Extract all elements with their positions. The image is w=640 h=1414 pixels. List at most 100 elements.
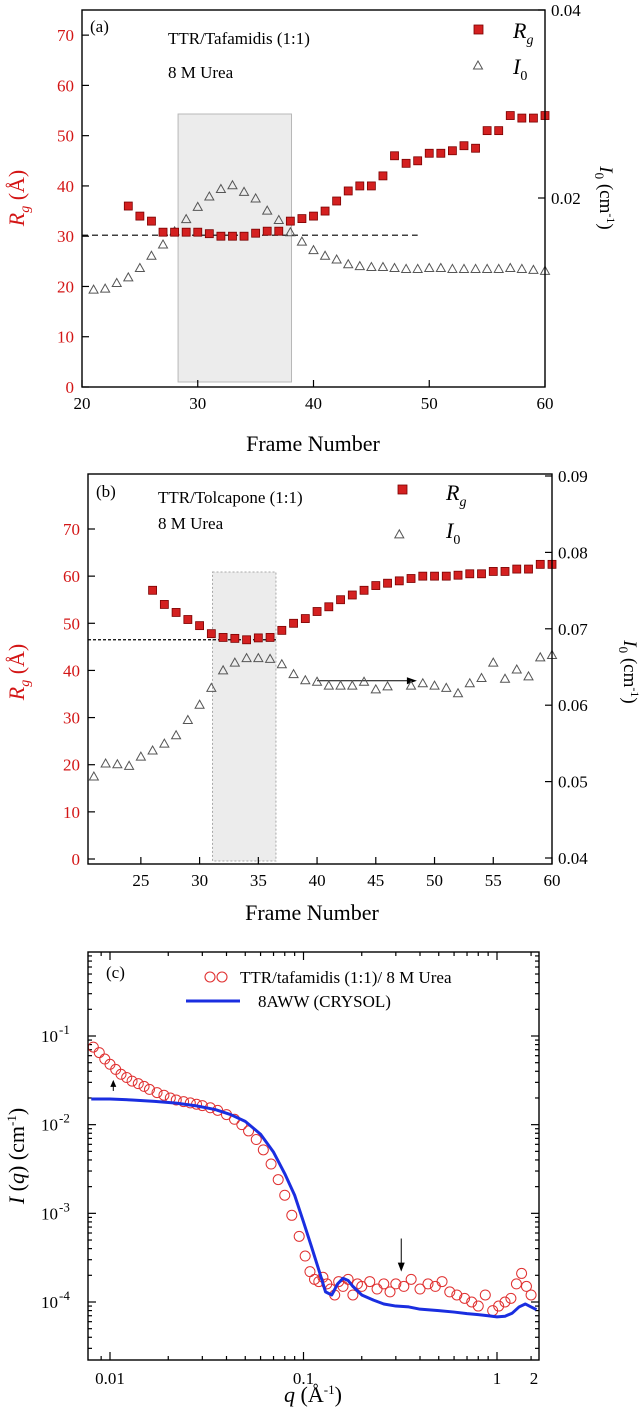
y-tick-label-c: 10 <box>41 1293 58 1312</box>
i0-point-b <box>194 699 205 709</box>
i0-point-a <box>227 179 238 190</box>
sample-label-b: TTR/Tolcapone (1:1) <box>158 488 303 507</box>
crysol-curve-c <box>91 1097 538 1319</box>
rg-point-b <box>430 571 439 581</box>
i0-point-b <box>476 672 487 682</box>
i0-point-a <box>296 236 308 246</box>
rg-point-a <box>482 126 492 136</box>
rg-point-a <box>355 181 365 191</box>
exp-point-c <box>265 1158 277 1170</box>
i0-point-a <box>481 263 493 273</box>
legend-label-rg-b: Rg <box>445 480 466 510</box>
i0-point-b <box>335 680 346 690</box>
exp-point-c <box>371 1283 383 1295</box>
y-left-tick-label-b: 20 <box>63 756 80 775</box>
y-left-tick-label-b: 0 <box>72 850 81 869</box>
i0-point-a <box>470 263 481 273</box>
i0-point-b <box>405 680 417 690</box>
exp-point-c <box>158 1089 170 1101</box>
exp-point-c <box>257 1144 269 1156</box>
i0-point-a <box>238 186 250 196</box>
i0-point-b <box>499 673 511 683</box>
plot-frame-c <box>87 951 540 1361</box>
rg-point-b <box>383 578 392 588</box>
x-tick-label-c: 0.1 <box>293 1369 314 1388</box>
i0-point-a <box>308 244 319 255</box>
rg-point-a <box>158 227 168 237</box>
y-left-tick-label-a: 10 <box>57 328 74 347</box>
legend-c: TTR/tafamidis (1:1)/ 8 M Urea 8AWW (CRYS… <box>186 968 452 1011</box>
rg-point-b <box>465 569 475 579</box>
i0-point-a <box>157 238 169 249</box>
rg-point-a <box>436 148 446 158</box>
panel-b: 25 30 35 40 45 50 55 60 0 10 20 30 40 50 60 70 0.04 0.05 0… <box>4 467 640 925</box>
exp-point-c <box>115 1068 127 1080</box>
rg-point-a <box>343 186 353 196</box>
y-right-tick-label-a: 0.04 <box>551 1 581 20</box>
rg-point-a <box>181 227 191 237</box>
sample-label-a: TTR/Tafamidis (1:1) <box>168 29 310 48</box>
rg-point-a <box>447 146 457 156</box>
rg-point-a <box>517 113 527 123</box>
exp-point-c <box>510 1278 522 1290</box>
y-tick-label-c: 10 <box>41 1116 58 1135</box>
x-axis-label-b: Frame Number <box>245 900 379 925</box>
y-tick-label-c: 10 <box>41 1027 58 1046</box>
trend-arrow-head-b <box>406 677 417 685</box>
rg-point-b <box>394 576 404 586</box>
y-left-tick-label-b: 50 <box>63 614 80 633</box>
i0-point-b <box>170 729 182 740</box>
arrow-mid-q-head <box>397 1262 405 1272</box>
rg-point-a <box>413 156 423 166</box>
rg-point-b <box>336 595 345 605</box>
condition-label-b: 8 M Urea <box>158 514 224 533</box>
y-right-tick-label-b: 0.05 <box>558 773 588 792</box>
x-tick-label-b: 50 <box>426 871 443 890</box>
i0-point-b <box>429 680 440 690</box>
i0-point-a <box>400 263 412 273</box>
i0-point-b <box>464 677 476 688</box>
i0-point-b <box>370 683 382 694</box>
i0-point-b <box>217 664 229 675</box>
i0-point-a <box>331 254 343 264</box>
exp-point-c <box>472 1300 484 1312</box>
exp-point-c <box>293 1230 305 1242</box>
exp-point-c <box>93 1047 105 1059</box>
panel-c: 0.01 0.1 1 210-410-310-210-1 (c) TTR/tafami… <box>4 951 540 1407</box>
exp-point-c <box>356 1280 368 1292</box>
rg-point-a <box>494 126 504 136</box>
rg-point-b <box>418 571 428 581</box>
x-tick-label-a: 40 <box>305 394 322 413</box>
i0-point-a <box>493 263 505 273</box>
y-left-tick-label-a: 20 <box>57 277 74 296</box>
exp-point-c <box>525 1289 537 1301</box>
i0-point-b <box>311 676 323 686</box>
exp-point-c <box>178 1096 190 1108</box>
i0-point-a <box>273 214 285 225</box>
i0-point-b <box>123 760 135 770</box>
i0-point-b <box>229 657 241 667</box>
i0-point-a <box>504 262 516 272</box>
exp-point-c <box>364 1276 376 1288</box>
x-tick-label-b: 55 <box>485 871 502 890</box>
exp-point-c <box>286 1209 298 1221</box>
i0-point-a <box>122 271 134 282</box>
exp-point-c <box>479 1289 491 1301</box>
i0-point-b <box>205 682 217 692</box>
i0-point-b <box>158 738 170 748</box>
exp-point-c <box>444 1286 456 1298</box>
i0-point-b <box>487 657 499 667</box>
rg-point-a <box>123 201 133 211</box>
rg-point-a <box>378 171 388 181</box>
y-right-tick-label-b: 0.07 <box>558 620 588 639</box>
i0-point-a <box>111 277 123 288</box>
y-axis-label-c: I (q) (cm-1) <box>4 1108 29 1205</box>
exp-point-c <box>459 1292 471 1304</box>
y-tick-label-c: 10 <box>41 1204 58 1223</box>
y-right-tick-label-b: 0.06 <box>558 696 588 715</box>
rg-point-b <box>488 567 498 576</box>
i0-point-a <box>366 261 377 272</box>
rg-point-a <box>471 143 480 153</box>
i0-point-b <box>288 668 299 679</box>
